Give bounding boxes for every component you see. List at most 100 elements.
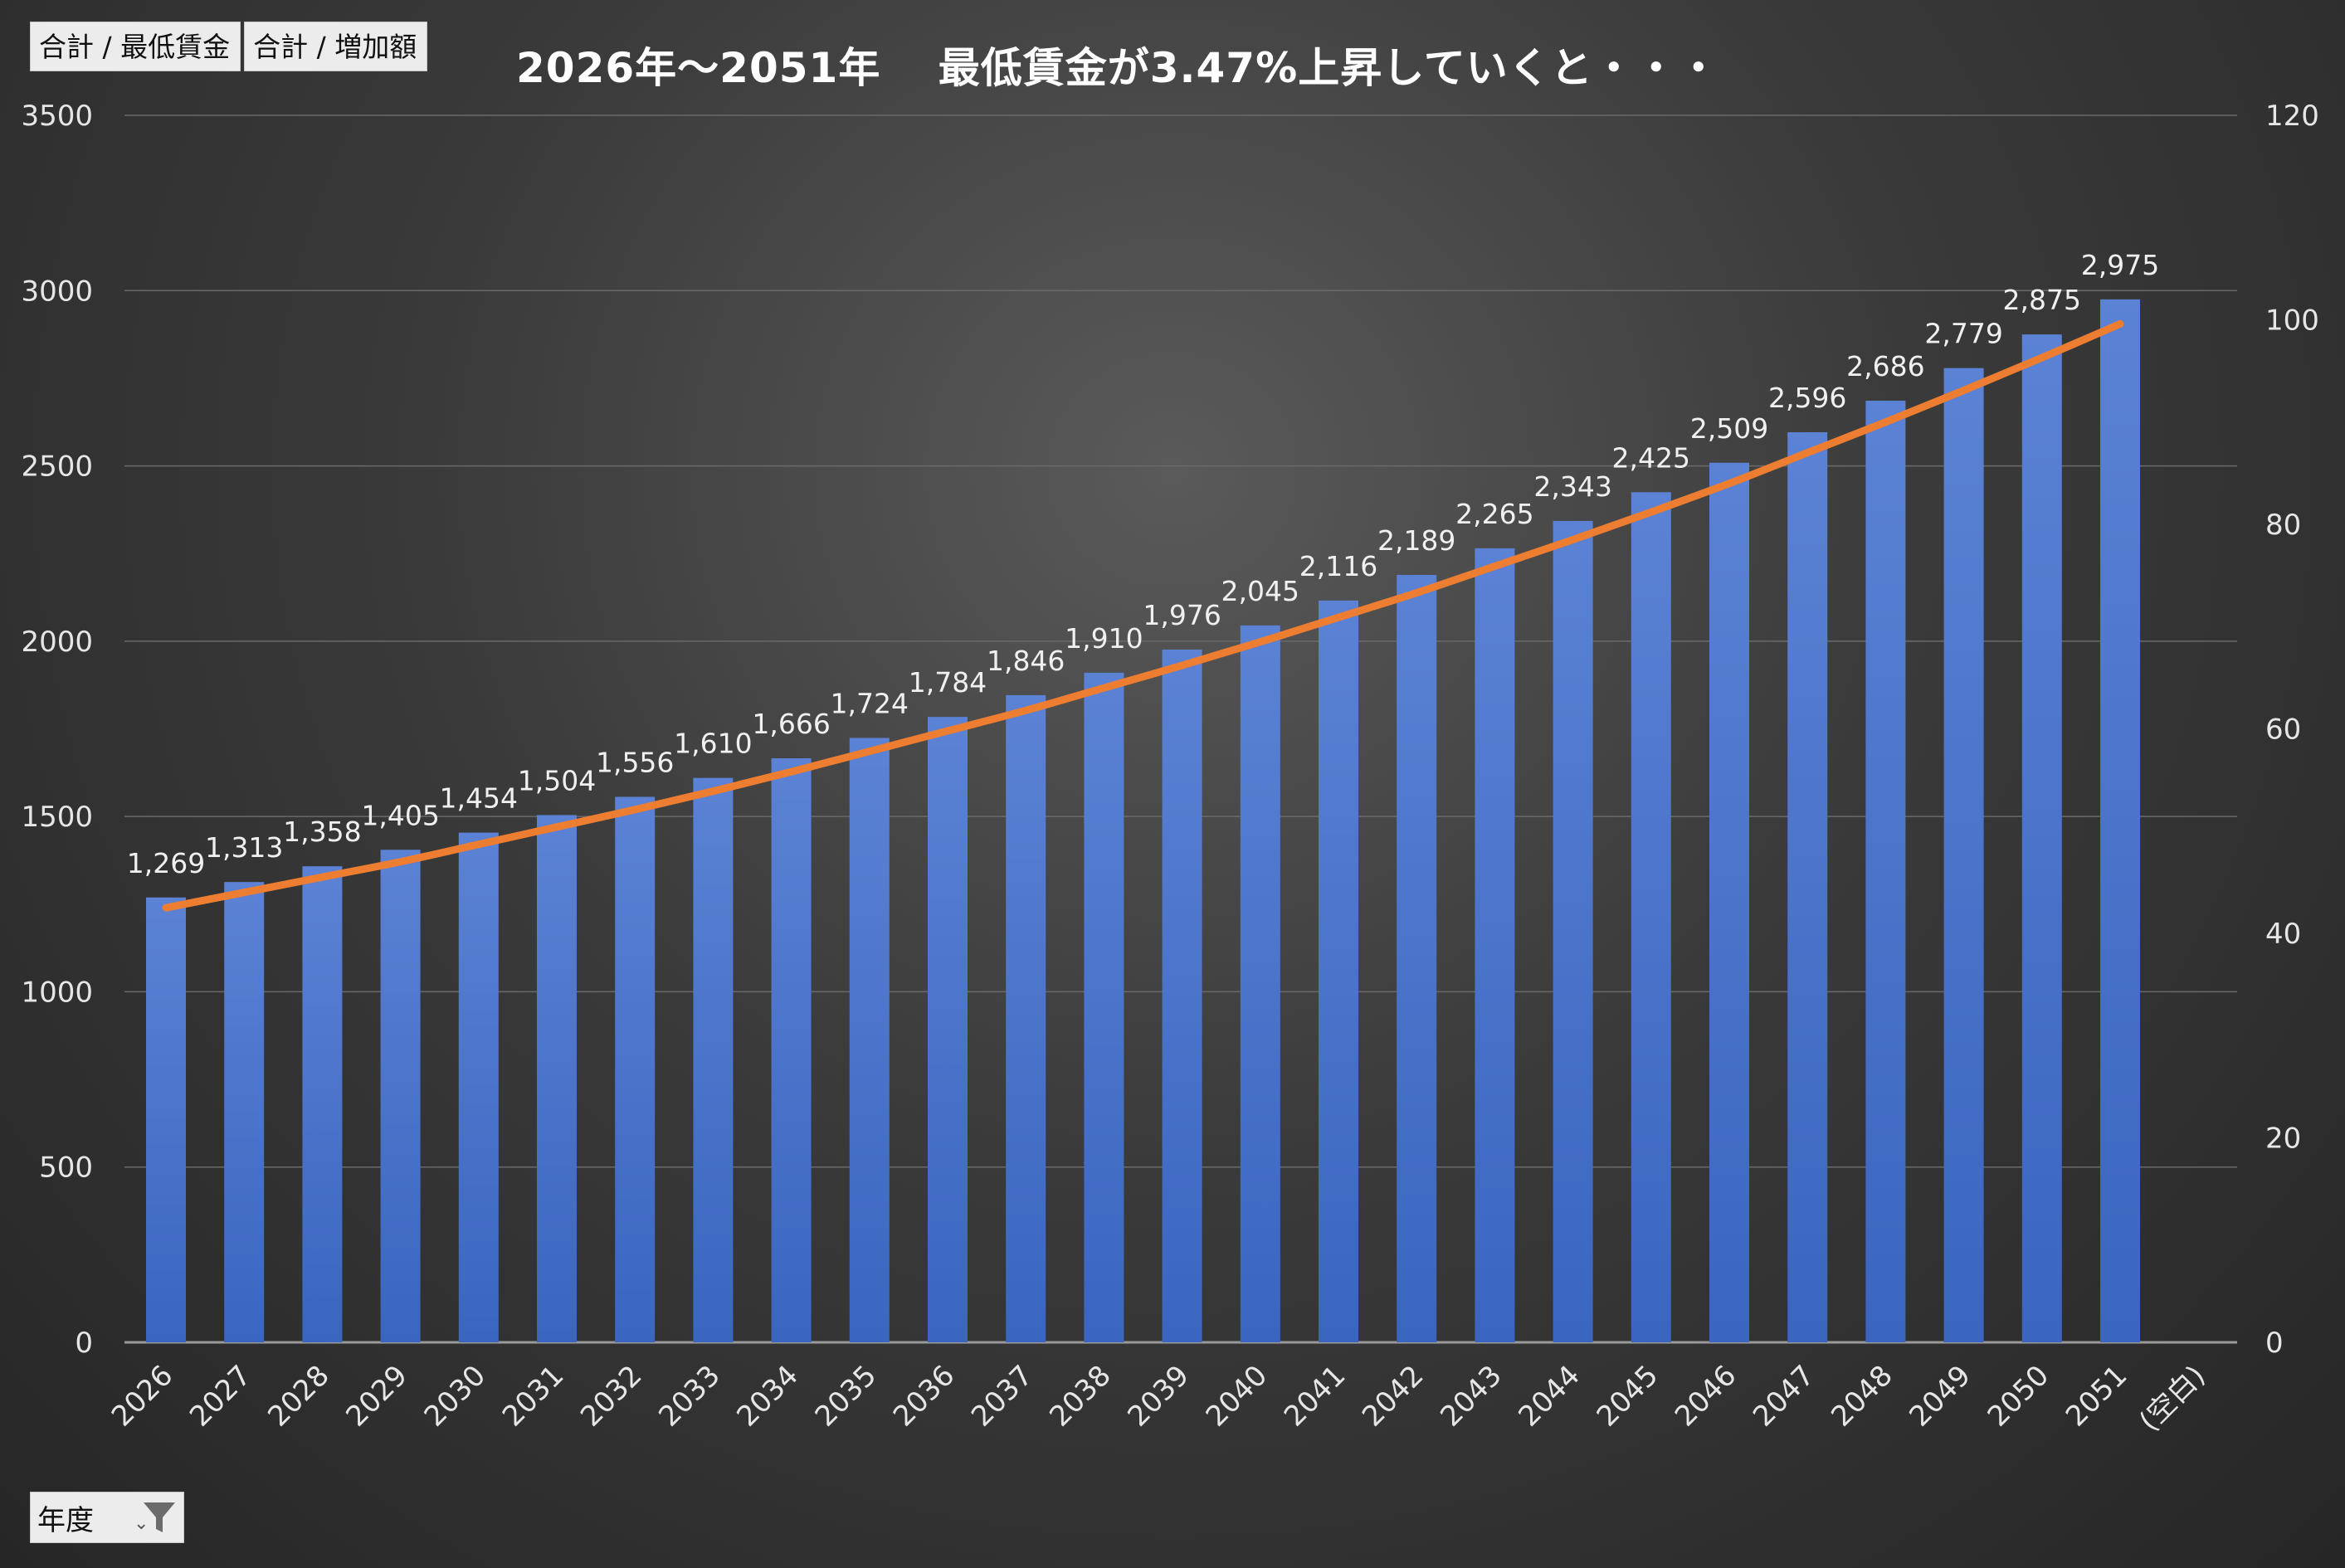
bar — [537, 815, 577, 1342]
x-tick-label: 2034 — [730, 1359, 804, 1433]
bar-data-label: 1,846 — [987, 645, 1065, 677]
y-right-tick-label: 120 — [2265, 100, 2319, 133]
bar-data-label: 1,556 — [596, 746, 674, 778]
x-tick-label: 2029 — [339, 1359, 413, 1433]
bar-data-label: 2,265 — [1455, 498, 1533, 530]
bar — [1084, 672, 1124, 1342]
x-tick-label: 2050 — [1982, 1359, 2055, 1433]
x-tick-label: 2035 — [809, 1359, 883, 1433]
y-left-tick-label: 1500 — [21, 801, 93, 834]
bar — [1006, 694, 1046, 1342]
x-tick-label: 2049 — [1903, 1359, 1977, 1433]
y-left-tick-label: 500 — [39, 1152, 93, 1185]
bar-data-label: 2,686 — [1846, 350, 1924, 382]
bar — [1475, 548, 1515, 1342]
bar-data-label: 2,425 — [1612, 441, 1690, 474]
bar — [1162, 649, 1202, 1342]
bar-data-label: 1,724 — [831, 687, 909, 719]
bar-data-label: 2,116 — [1299, 550, 1377, 582]
increase-line — [162, 319, 2124, 912]
x-tick-label: 2032 — [574, 1359, 648, 1433]
bar-data-label: 1,405 — [361, 799, 439, 831]
x-tick-label: 2048 — [1825, 1359, 1899, 1433]
bar — [615, 796, 656, 1342]
bar — [302, 866, 343, 1342]
bar — [146, 897, 186, 1342]
filter-icon: ⌄ — [132, 1497, 178, 1541]
field-button-minimum-wage[interactable]: 合計 / 最低賃金 — [30, 22, 241, 71]
bar-data-label: 1,910 — [1065, 622, 1143, 655]
x-tick-label: 2031 — [496, 1359, 570, 1433]
bar — [928, 717, 968, 1342]
x-tick-label: 2037 — [965, 1359, 1039, 1433]
bar — [1787, 432, 1828, 1342]
bar-data-label: 1,358 — [283, 816, 361, 848]
year-filter-button[interactable]: 年度 ⌄ — [30, 1492, 184, 1543]
field-button-increase[interactable]: 合計 / 増加額 — [244, 22, 428, 71]
y-left-tick-label: 3000 — [21, 275, 93, 308]
x-tick-label: 2038 — [1043, 1359, 1117, 1433]
field-buttons: 合計 / 最低賃金 合計 / 増加額 — [30, 22, 428, 71]
x-tick-label: 2042 — [1356, 1359, 1430, 1433]
bar — [849, 738, 890, 1342]
x-tick-label: 2026 — [105, 1359, 179, 1433]
bar-data-label: 2,189 — [1377, 524, 1455, 557]
y-right-tick-label: 80 — [2265, 509, 2301, 542]
bar-data-label: 1,976 — [1143, 599, 1221, 631]
x-tick-label: 2044 — [1512, 1359, 1586, 1433]
x-tick-label: 2051 — [2060, 1359, 2133, 1433]
bar — [693, 777, 734, 1342]
x-tick-label: 2039 — [1121, 1359, 1195, 1433]
x-tick-label: 2036 — [887, 1359, 961, 1433]
x-tick-label: 2041 — [1278, 1359, 1352, 1433]
bar — [380, 850, 421, 1342]
bar-data-label: 2,509 — [1690, 412, 1768, 445]
bar — [458, 832, 499, 1342]
bar-data-label: 2,975 — [2081, 249, 2159, 281]
y-right-tick-label: 20 — [2265, 1122, 2301, 1156]
bar — [1631, 492, 1671, 1342]
x-tick-label: 2040 — [1200, 1359, 1274, 1433]
x-tick-label: 2027 — [183, 1359, 257, 1433]
bar-data-label: 1,784 — [909, 666, 987, 699]
filter-label: 年度 — [37, 1503, 94, 1537]
x-tick-label: 2047 — [1747, 1359, 1821, 1433]
chart-title: 2026年～2051年 最低賃金が3.47%上昇していくと・・・ — [516, 44, 1720, 92]
y-left-tick-label: 2500 — [21, 450, 93, 484]
x-tick-label: 2033 — [652, 1359, 726, 1433]
bar-data-label: 1,269 — [127, 847, 205, 879]
bar — [1397, 574, 1437, 1342]
y-right-tick-label: 0 — [2265, 1327, 2284, 1360]
bar — [1865, 400, 1906, 1342]
bar-data-label: 1,666 — [752, 708, 830, 740]
y-left-tick-label: 0 — [75, 1327, 93, 1360]
bar-data-label: 2,045 — [1221, 575, 1299, 607]
bar — [1553, 520, 1593, 1342]
bar-data-label: 2,596 — [1768, 382, 1846, 414]
x-tick-label: 2046 — [1669, 1359, 1743, 1433]
y-left-tick-label: 1000 — [21, 976, 93, 1009]
y-right-tick-label: 60 — [2265, 713, 2301, 747]
bar — [2100, 299, 2140, 1343]
bar-data-label: 1,454 — [440, 782, 518, 815]
bar-data-label: 2,343 — [1533, 470, 1611, 503]
x-tick-label: 2043 — [1434, 1359, 1508, 1433]
svg-text:⌄: ⌄ — [134, 1513, 149, 1534]
bar — [1240, 625, 1280, 1342]
bar-data-label: 1,610 — [674, 728, 752, 760]
bar-data-label: 2,875 — [2003, 284, 2081, 316]
y-left-tick-label: 2000 — [21, 626, 93, 659]
x-tick-label: 2028 — [261, 1359, 335, 1433]
bar-data-label: 2,779 — [1924, 318, 2002, 350]
bar — [1319, 600, 1358, 1342]
y-right-tick-label: 40 — [2265, 918, 2301, 951]
bar — [2021, 334, 2062, 1342]
bar — [224, 882, 265, 1342]
bar — [1709, 462, 1749, 1342]
bar — [771, 757, 812, 1342]
x-tick-label: 2030 — [418, 1359, 492, 1433]
bar — [1943, 368, 1984, 1342]
x-tick-label: 2045 — [1591, 1359, 1665, 1433]
y-left-tick-label: 3500 — [21, 100, 93, 133]
